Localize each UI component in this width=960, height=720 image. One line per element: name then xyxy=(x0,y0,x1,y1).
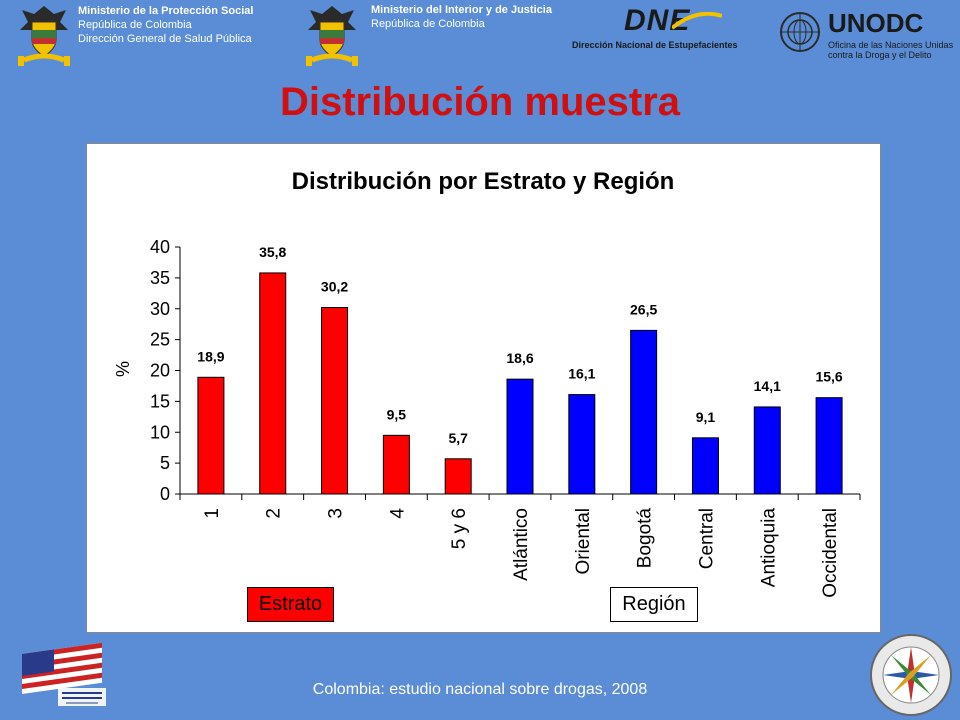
ministry1-country: República de Colombia xyxy=(78,19,192,31)
bar-value-label: 18,6 xyxy=(506,350,533,366)
bar-value-label: 16,1 xyxy=(568,366,595,382)
y-tick-label: 20 xyxy=(150,361,170,381)
bar-value-label: 9,5 xyxy=(387,406,407,422)
x-category-label: 3 xyxy=(326,508,347,519)
oas-seal-icon xyxy=(870,634,952,716)
chart-title: Distribución por Estrato y Región xyxy=(292,168,675,195)
bar-6 xyxy=(568,394,596,495)
y-tick-label: 40 xyxy=(150,237,170,257)
x-category-label: 1 xyxy=(202,508,223,519)
ministry2-name: Ministerio del Interior y de Justicia xyxy=(371,4,552,16)
bar-10 xyxy=(815,397,843,495)
bar-9 xyxy=(753,406,781,495)
bar-value-label: 35,8 xyxy=(259,244,286,260)
ministry1-direction: Dirección General de Salud Pública xyxy=(78,33,252,45)
unodc-subtitle-line2: contra la Droga y el Delito xyxy=(828,50,932,60)
y-tick-label: 15 xyxy=(150,391,170,411)
bar-value-label: 26,5 xyxy=(630,301,657,317)
ministry-proteccion-social: Ministerio de la Protección Social Repúb… xyxy=(78,4,253,46)
bar-0 xyxy=(197,376,225,495)
dne-subtitle: Dirección Nacional de Estupefacientes xyxy=(572,40,738,50)
estrato-group-label: Estrato xyxy=(247,587,334,622)
colombia-coat-of-arms-icon-2 xyxy=(306,6,358,66)
bar-8 xyxy=(691,437,719,495)
page-title: Distribución muestra xyxy=(279,80,681,124)
dne-logo: DNE Dirección Nacional de Estupefaciente… xyxy=(572,4,768,54)
bar-1 xyxy=(259,272,287,495)
dne-swoosh-icon xyxy=(672,12,722,30)
chart-panel: Distribución por Estrato y Región % 0 5 10… xyxy=(86,143,881,633)
ministry2-country: República de Colombia xyxy=(371,18,485,30)
x-category-label: 2 xyxy=(264,508,285,519)
unodc-subtitle: Oficina de las Naciones Unidas contra la… xyxy=(828,40,953,60)
bar-4 xyxy=(444,458,472,495)
bar-value-label: 9,1 xyxy=(696,409,716,425)
dne-logo-text: DNE xyxy=(624,4,691,37)
bar-7 xyxy=(630,329,658,495)
x-category-label: 4 xyxy=(387,508,408,519)
unodc-logo-text: UNODC xyxy=(828,8,924,38)
bar-chart: Distribución por Estrato y Región % 0 5 10… xyxy=(113,168,861,598)
y-axis-label: % xyxy=(113,361,133,377)
y-tick-label: 35 xyxy=(150,268,170,288)
bar-value-label: 18,9 xyxy=(197,348,224,364)
colombia-coat-of-arms-icon xyxy=(18,6,70,66)
y-tick-label: 5 xyxy=(160,453,170,473)
y-tick-label: 30 xyxy=(150,299,170,319)
region-group-label: Región xyxy=(610,587,698,622)
y-tick-label: 25 xyxy=(150,330,170,350)
bar-value-label: 14,1 xyxy=(754,378,781,394)
bar-value-label: 30,2 xyxy=(321,279,348,295)
us-embassy-flag-logo-icon xyxy=(22,642,106,706)
y-tick-label: 10 xyxy=(150,422,170,442)
unodc-subtitle-line1: Oficina de las Naciones Unidas xyxy=(828,40,954,50)
x-category-label: Bogotá xyxy=(635,508,656,569)
bar-2 xyxy=(321,307,349,495)
y-tick-label: 0 xyxy=(160,484,170,504)
bar-3 xyxy=(382,434,410,495)
x-category-label: Occidental xyxy=(820,508,841,598)
un-emblem-icon xyxy=(780,12,820,52)
x-category-label: Atlántico xyxy=(511,508,532,581)
footer-caption: Colombia: estudio nacional sobre drogas,… xyxy=(312,681,648,698)
x-category-label: Oriental xyxy=(573,508,594,575)
bar-value-label: 15,6 xyxy=(815,369,842,385)
ministry1-name: Ministerio de la Protección Social xyxy=(78,5,254,17)
bar-value-label: 5,7 xyxy=(448,430,468,446)
x-category-label: 5 y 6 xyxy=(449,508,470,549)
ministry-interior-justicia: Ministerio del Interior y de Justicia Re… xyxy=(371,3,552,31)
bar-5 xyxy=(506,378,534,495)
x-category-label: Antioquia xyxy=(758,508,779,588)
x-category-label: Central xyxy=(696,508,717,569)
